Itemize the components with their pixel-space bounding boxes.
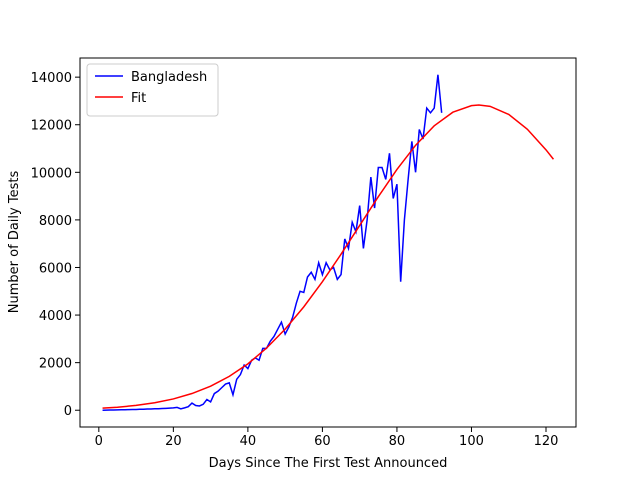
y-axis-label: Number of Daily Tests bbox=[7, 171, 22, 314]
y-tick-label: 12000 bbox=[31, 119, 72, 134]
y-tick-label: 0 bbox=[64, 404, 72, 419]
legend-label: Bangladesh bbox=[131, 70, 207, 85]
y-tick-label: 6000 bbox=[39, 261, 72, 276]
y-tick-label: 14000 bbox=[31, 71, 72, 86]
legend: Bangladesh Fit bbox=[86, 63, 219, 117]
y-tick-label: 2000 bbox=[39, 357, 72, 372]
legend-box bbox=[86, 63, 219, 117]
x-tick-label: 40 bbox=[240, 434, 257, 449]
y-tick-label: 10000 bbox=[31, 166, 72, 181]
x-tick-label: 0 bbox=[95, 434, 103, 449]
plot-frame bbox=[79, 57, 577, 428]
series-line bbox=[102, 74, 443, 411]
legend-label: Fit bbox=[131, 91, 146, 106]
x-tick-label: 100 bbox=[459, 434, 484, 449]
x-tick-label: 60 bbox=[314, 434, 331, 449]
x-tick-label: 120 bbox=[534, 434, 559, 449]
y-tick-label: 4000 bbox=[39, 309, 72, 324]
series-line bbox=[102, 104, 555, 409]
y-tick-label: 8000 bbox=[39, 214, 72, 229]
x-tick-label: 80 bbox=[389, 434, 406, 449]
x-tick-label: 20 bbox=[165, 434, 182, 449]
x-axis-label: Days Since The First Test Announced bbox=[209, 456, 448, 471]
